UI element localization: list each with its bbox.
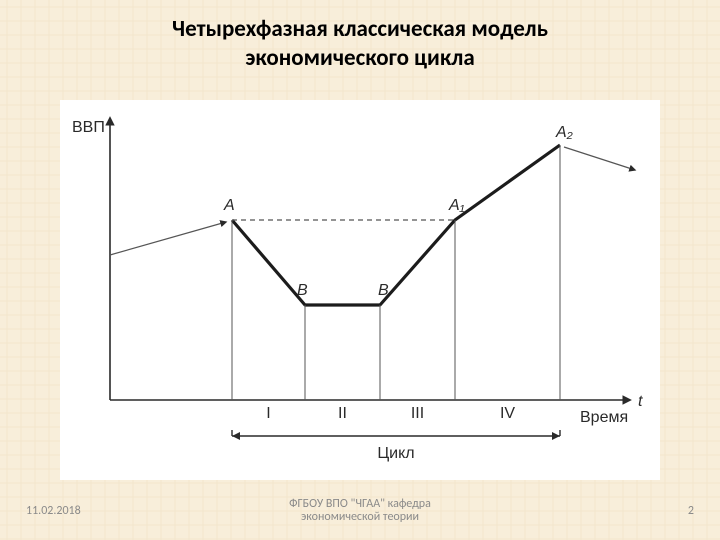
svg-text:IV: IV	[500, 405, 515, 422]
title-line-1: Четырехфазная классическая модель	[172, 15, 548, 43]
slide-title: Четырехфазная классическая модель эконом…	[0, 15, 720, 73]
footer-line-1: ФГБОУ ВПО "ЧГАА" кафедра	[289, 497, 431, 511]
svg-text:B: B	[378, 282, 389, 299]
svg-text:III: III	[411, 405, 424, 422]
svg-text:A₁: A₁	[448, 197, 465, 214]
svg-text:A: A	[223, 197, 235, 214]
chart-container: ВВПВремяtABBA₁A₂IIIIIIIVЦикл	[60, 100, 660, 480]
footer-center: ФГБОУ ВПО "ЧГАА" кафедра экономической т…	[0, 498, 720, 524]
svg-text:B: B	[297, 282, 308, 299]
svg-text:I: I	[266, 405, 270, 422]
slide: Четырехфазная классическая модель эконом…	[0, 0, 720, 540]
svg-text:II: II	[338, 405, 347, 422]
title-line-2: экономического цикла	[245, 44, 474, 72]
svg-text:t: t	[638, 393, 643, 410]
cycle-chart: ВВПВремяtABBA₁A₂IIIIIIIVЦикл	[60, 100, 660, 480]
x-axis-label: Время	[580, 409, 628, 426]
y-axis-label: ВВП	[72, 119, 105, 136]
cycle-label: Цикл	[377, 445, 414, 462]
footer-line-2: экономической теории	[301, 510, 419, 524]
svg-text:A₂: A₂	[555, 124, 573, 141]
footer-page-number: 2	[688, 504, 694, 518]
